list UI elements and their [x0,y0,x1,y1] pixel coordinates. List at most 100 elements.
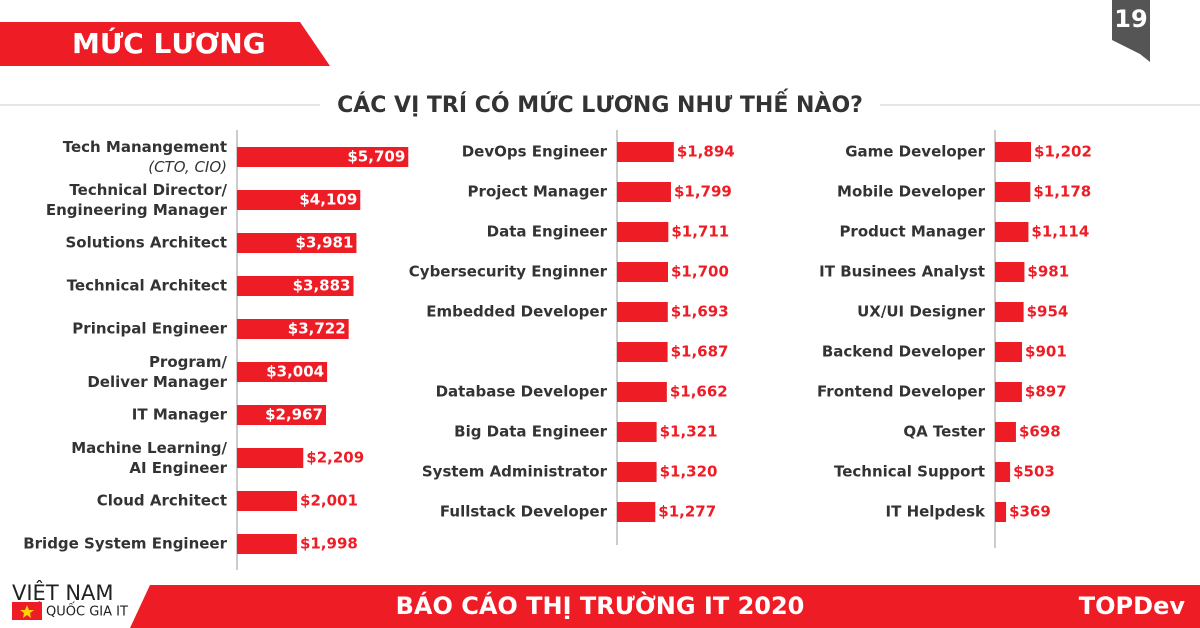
category-label: Technical Support [834,463,985,481]
footer-report: BÁO CÁO THỊ TRƯỜNG IT 2020 [396,590,805,620]
footer-brand: TOPDev [1079,592,1186,620]
value-label: $369 [1009,503,1051,521]
bar [617,502,656,522]
page-title: MỨC LƯƠNG [72,26,266,60]
bar [995,382,1022,402]
category-label: Game Developer [845,143,985,161]
footer-tagline: QUỐC GIA IT [46,603,128,620]
bar [995,262,1025,282]
category-label: Cybersecurity Enginner [409,263,608,281]
bar [995,302,1024,322]
subtitle-bg [320,90,880,120]
bar [237,448,304,468]
bar [617,382,667,402]
page-number: 19 [1114,5,1147,33]
value-label: $3,981 [296,234,354,252]
category-label: Database Developer [436,383,608,401]
category-label: Cloud Architect [97,492,227,510]
category-label: QA Tester [903,423,985,441]
value-label: $1,700 [671,263,729,281]
value-label: $3,883 [293,277,351,295]
bar [995,182,1031,202]
category-label: Big Data Engineer [454,423,607,441]
bar [617,142,674,162]
value-label: $5,709 [347,148,405,166]
bar [617,302,668,322]
bar [237,276,354,296]
category-label: Bridge System Engineer [23,535,227,553]
value-label: $1,202 [1034,143,1092,161]
value-label: $1,693 [671,303,729,321]
value-label: $981 [1027,263,1069,281]
category-label: IT Helpdesk [886,503,986,521]
bar [237,362,328,382]
bar [237,190,361,210]
footer-band [170,585,1200,628]
value-label: $1,894 [677,143,735,161]
value-label: $1,662 [670,383,728,401]
value-label: $1,114 [1031,223,1089,241]
value-label: $3,004 [266,363,324,381]
category-label: Mobile Developer [837,183,986,201]
value-label: $1,321 [660,423,718,441]
value-label: $954 [1027,303,1069,321]
category-label: Program/Deliver Manager [87,353,227,391]
value-label: $503 [1013,463,1055,481]
category-label: Fullstack Developer [440,503,608,521]
bar [237,147,409,167]
value-label: $901 [1025,343,1067,361]
value-label: $3,722 [288,320,346,338]
value-label: $4,109 [299,191,357,209]
value-label: $1,799 [674,183,732,201]
bar [995,142,1032,162]
bar [237,233,357,253]
value-label: $1,320 [660,463,718,481]
category-label: DevOps Engineer [462,143,608,161]
value-label: $698 [1019,423,1061,441]
value-label: $1,998 [300,535,358,553]
category-label: UX/UI Designer [857,303,985,321]
category-label: Embedded Developer [426,303,607,321]
bar [237,491,298,511]
flag-star [20,605,34,618]
category-label: System Administrator [422,463,608,481]
bar [617,462,657,482]
category-label: Data Engineer [487,223,608,241]
category-label: Frontend Developer [817,383,986,401]
bar [995,222,1029,242]
category-label: Backend Developer [822,343,986,361]
bar [617,182,671,202]
bar [617,342,668,362]
bar [995,462,1011,482]
category-label: Technical Architect [67,277,227,295]
header-band [0,22,330,66]
category-label: Product Manager [839,223,985,241]
category-label: Principal Engineer [72,320,227,338]
page-tab [1112,0,1150,62]
value-label: $1,178 [1033,183,1091,201]
value-label: $897 [1025,383,1067,401]
footer-country: VIỆT NAM [12,580,114,605]
value-label: $2,001 [300,492,358,510]
category-label: IT Manager [132,406,228,424]
category-label: Technical Director/Engineering Manager [46,181,228,219]
bar [237,405,327,425]
bar [995,422,1016,442]
category-label: IT Businees Analyst [819,263,985,281]
category-label: Machine Learning/AI Engineer [71,439,227,477]
value-label: $1,277 [658,503,716,521]
category-label: Solutions Architect [66,234,228,252]
value-label: $2,967 [265,406,323,424]
bar [617,222,669,242]
subtitle: CÁC VỊ TRÍ CÓ MỨC LƯƠNG NHƯ THẾ NÀO? [337,89,863,118]
value-label: $1,711 [671,223,729,241]
bar [237,534,297,554]
bar [617,422,657,442]
bar [995,502,1007,522]
bar [237,319,349,339]
value-label: $2,209 [306,449,364,467]
value-label: $1,687 [671,343,729,361]
category-label: Project Manager [468,183,608,201]
bar [995,342,1023,362]
